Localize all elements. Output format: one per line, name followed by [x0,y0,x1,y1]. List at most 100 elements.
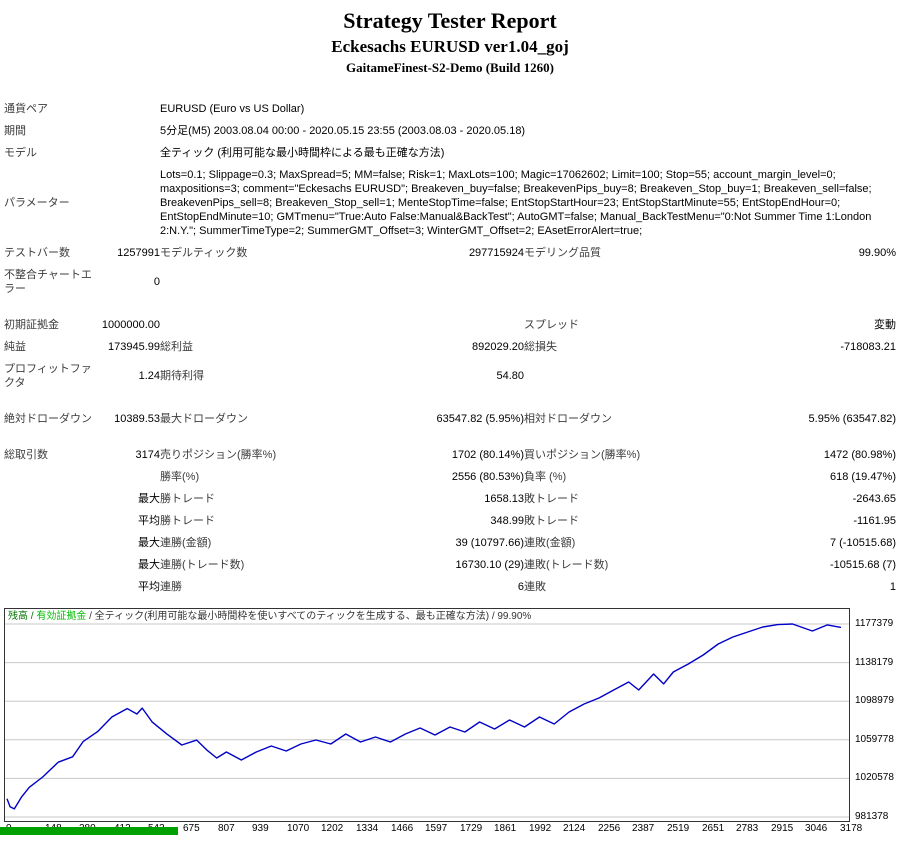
report-value [338,264,524,300]
report-label: 勝トレード [160,493,215,505]
report-value: 5分足(M5) 2003.08.04 00:00 - 2020.05.15 23… [160,125,526,137]
report-value [696,264,896,300]
report-label: パラメーター [4,197,70,209]
report-label: 通貨ペア [4,103,48,115]
report-value: 16730.10 (29) [455,559,525,571]
report-label [4,554,94,576]
report-label [4,488,94,510]
report-row: プロフィットファクタ 1.24 期待利得 54.80 [4,358,896,394]
x-axis-label: 1992 [529,823,552,834]
report-label: 買いポジション(勝率%) [524,449,641,461]
report-label [4,510,94,532]
x-axis-label: 1334 [356,823,379,834]
lots-bar [0,827,178,835]
legend-text: 残高 [8,611,28,622]
report-label: 連勝(トレード数) [160,559,245,571]
report-value: EURUSD (Euro vs US Dollar) [160,103,305,115]
report-row: 不整合チャートエラー 0 [4,264,896,300]
report-label: 勝率(%) [160,471,200,483]
y-axis-label: 1177379 [855,618,894,629]
report-value: 1472 (80.98%) [823,449,896,461]
report-value: 1000000.00 [101,319,160,331]
report-value: 1 [889,581,896,593]
report-value [696,358,896,394]
report-value: 297715924 [468,247,524,259]
spacer-cell [4,394,896,408]
x-axis-label: 2519 [667,823,690,834]
report-label: モデル [4,147,37,159]
page-subtitle: Eckesachs EURUSD ver1.04_goj [331,37,569,56]
report-value: 2556 (80.53%) [451,471,524,483]
chart-y-axis: 1177379 1138179 1098979 1059778 1020578 98137… [855,608,899,822]
report-value: 348.99 [490,515,524,527]
x-axis-label: 2124 [563,823,586,834]
report-label: 敗トレード [524,493,579,505]
report-value: -1161.95 [853,515,896,527]
report-value: 1658.13 [484,493,524,505]
report-label: 敗トレード [524,515,579,527]
report-value: 10389.53 [114,413,160,425]
report-value: -2643.65 [852,493,896,505]
x-axis-label: 939 [252,823,269,834]
legend-text: / 全ティック(利用可能な最小時間枠を使いすべてのティックを生成する、最も正確な… [86,611,532,622]
x-axis-label: 1861 [494,823,517,834]
balance-chart: 残高 / 有効証拠金 / 全ティック(利用可能な最小時間枠を使いすべてのティック… [0,608,899,835]
x-axis-label: 1070 [287,823,310,834]
report-value: Lots=0.1; Slippage=0.3; MaxSpread=5; MM=… [160,169,872,237]
report-row: 最大 連勝(トレード数) 16730.10 (29) 連敗(トレード数) -10515.… [4,554,896,576]
report-label: 最大ドローダウン [160,413,248,425]
x-axis-label: 2783 [736,823,759,834]
report-row: 初期証拠金 1000000.00 スプレッド 変動 [4,314,896,336]
report-value: -10515.68 (7) [829,559,896,571]
x-axis-label: 1466 [391,823,414,834]
report-value [338,314,524,336]
x-axis-label: 2915 [771,823,794,834]
report-value: 1702 (80.14%) [451,449,524,461]
report-label: 総利益 [160,341,193,353]
page-title: Strategy Tester Report [343,8,557,33]
legend-text: 有効証拠金 [36,611,87,622]
report-label: 初期証拠金 [4,319,59,331]
report-label [4,466,94,488]
report-value: 39 (10797.66) [455,537,525,549]
y-axis-label: 1098979 [855,695,894,707]
y-axis-label: 1138179 [855,656,894,668]
report-value: 1257991 [117,247,160,259]
report-row: 総取引数 3174 売りポジション(勝率%) 1702 (80.14%) 買いポジション… [4,444,896,466]
report-value: 最大 [138,559,160,571]
legend-text: / [28,611,37,622]
report-value: 0 [153,276,160,288]
report-value: 7 (-10515.68) [829,537,896,549]
report-value [94,466,160,488]
report-label: 期待利得 [160,370,204,382]
report-value: 変動 [874,319,896,331]
report-label: 総取引数 [4,449,48,461]
report-row: 勝率(%) 2556 (80.53%) 負率 (%) 618 (19.47%) [4,466,896,488]
report-row: 期間 5分足(M5) 2003.08.04 00:00 - 2020.05.15 … [4,120,896,142]
report-label: テストバー数 [4,247,70,259]
report-value: 99.90% [858,247,896,259]
report-table-body: 通貨ペア EURUSD (Euro vs US Dollar) 期間 5分足(M5) … [4,98,896,598]
x-axis-label: 807 [218,823,235,834]
report-row: モデル 全ティック (利用可能な最小時間枠による最も正確な方法) [4,142,896,164]
balance-curve-svg [5,623,849,818]
x-axis-label: 2387 [632,823,655,834]
report-label [524,358,696,394]
y-axis-label: 1020578 [855,772,894,784]
report-label: 連敗(金額) [524,537,576,549]
x-axis-label: 2256 [598,823,621,834]
report-label: 期間 [4,125,26,137]
report-label: 連勝 [160,581,182,593]
report-row: テストバー数 1257991 モデルティック数 297715924 モデリング品質 99.… [4,242,896,264]
chart-x-axis: 0148280412543675807939107012021334146615… [4,823,862,835]
report-value: 618 (19.47%) [829,471,896,483]
report-label: モデリング品質 [524,247,601,259]
y-axis-label: 981378 [855,811,889,822]
report-label: 負率 (%) [524,471,567,483]
report-label: プロフィットファクタ [4,363,92,389]
report-row: 通貨ペア EURUSD (Euro vs US Dollar) [4,98,896,120]
report-row: 最大 連勝(金額) 39 (10797.66) 連敗(金額) 7 (-10515.68) [4,532,896,554]
report-value: 平均 [138,515,160,527]
x-axis-label: 1729 [460,823,483,834]
spacer-row [4,394,896,408]
